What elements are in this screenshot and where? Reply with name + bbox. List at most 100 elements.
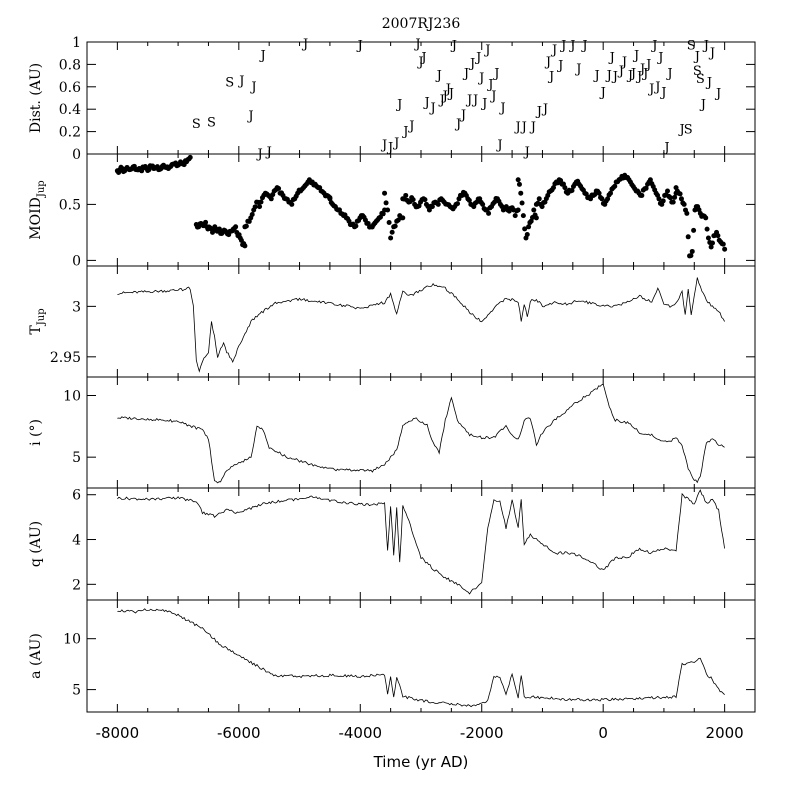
data-point bbox=[515, 177, 521, 183]
data-marker-J: J bbox=[662, 140, 669, 155]
data-point bbox=[689, 248, 695, 254]
data-point bbox=[558, 177, 564, 183]
panel-frame bbox=[86, 599, 756, 713]
data-point bbox=[670, 199, 676, 205]
data-marker-J: J bbox=[641, 66, 648, 81]
data-marker-J: J bbox=[702, 38, 709, 53]
x-axis-label: Time (yr AD) bbox=[373, 753, 469, 771]
x-axis: -8000 -6000 -4000 -2000 0 2000 bbox=[96, 724, 744, 742]
data-point bbox=[403, 192, 409, 198]
data-marker-J: J bbox=[644, 57, 651, 72]
data-point bbox=[708, 244, 714, 250]
panel-frame bbox=[86, 487, 756, 601]
series-line bbox=[117, 489, 725, 595]
panel-a: 5 10 a (AU) bbox=[28, 599, 756, 713]
y-axis-label-subscript: Jup bbox=[36, 308, 47, 326]
panel-frame bbox=[86, 153, 756, 267]
y-axis-label-subscript: Jup bbox=[36, 180, 47, 198]
data-point bbox=[268, 196, 274, 202]
data-marker-J: J bbox=[635, 70, 642, 85]
data-marker-J: J bbox=[301, 37, 308, 52]
data-marker-J: J bbox=[471, 93, 478, 108]
data-marker-J: J bbox=[444, 82, 451, 97]
data-point bbox=[480, 201, 486, 207]
data-point bbox=[187, 154, 193, 160]
data-point bbox=[531, 207, 537, 213]
data-point bbox=[518, 190, 524, 196]
data-marker-S: S bbox=[696, 72, 705, 87]
data-marker-S: S bbox=[684, 122, 693, 137]
y-axis-label: q (AU) bbox=[28, 521, 44, 567]
data-point bbox=[377, 214, 383, 220]
data-point bbox=[536, 196, 542, 202]
data-marker-J: J bbox=[523, 145, 530, 160]
data-point bbox=[426, 207, 432, 213]
data-marker-J: J bbox=[441, 89, 448, 104]
data-marker-J: J bbox=[693, 50, 700, 65]
data-marker-J: J bbox=[559, 38, 566, 53]
y-tick-label: 0.5 bbox=[59, 197, 81, 213]
data-point bbox=[386, 220, 392, 226]
data-marker-J: J bbox=[620, 55, 627, 70]
y-tick-label: 5 bbox=[72, 683, 81, 699]
data-point bbox=[466, 197, 472, 203]
data-point bbox=[533, 215, 539, 221]
data-marker-J: J bbox=[237, 74, 244, 89]
data-marker-J: J bbox=[462, 66, 469, 81]
x-tick-label: -2000 bbox=[460, 724, 504, 742]
data-point bbox=[392, 223, 398, 229]
panel-frame bbox=[86, 376, 756, 489]
data-marker-J: J bbox=[401, 125, 408, 140]
data-point bbox=[276, 186, 282, 192]
data-marker-J: J bbox=[419, 51, 426, 66]
y-tick-label: 6 bbox=[72, 488, 81, 504]
data-point bbox=[524, 232, 530, 238]
data-point bbox=[389, 229, 395, 235]
data-point bbox=[388, 235, 394, 241]
data-point bbox=[383, 200, 389, 206]
data-marker-J: J bbox=[529, 120, 536, 135]
data-point bbox=[242, 243, 248, 249]
data-marker-J: J bbox=[608, 51, 615, 66]
data-point bbox=[486, 210, 492, 216]
series-line bbox=[117, 608, 725, 708]
data-point bbox=[685, 234, 691, 240]
data-marker-J: J bbox=[480, 97, 487, 112]
data-point bbox=[569, 188, 575, 194]
data-point bbox=[665, 188, 671, 194]
data-point bbox=[385, 207, 391, 213]
y-tick-label: 0.4 bbox=[59, 102, 81, 118]
data-marker-J: J bbox=[520, 120, 527, 135]
data-point bbox=[520, 213, 526, 219]
chart-title: 2007RJ236 bbox=[382, 16, 461, 32]
data-point bbox=[681, 201, 687, 207]
data-marker-J: J bbox=[450, 38, 457, 53]
y-axis-label: i (°) bbox=[28, 419, 44, 446]
data-marker-J: J bbox=[678, 122, 685, 137]
data-point bbox=[605, 196, 611, 202]
y-tick-label: 0.2 bbox=[59, 125, 81, 141]
data-point bbox=[720, 241, 726, 247]
data-marker-J: J bbox=[592, 69, 599, 84]
data-point bbox=[612, 183, 618, 189]
data-marker-J: J bbox=[356, 38, 363, 53]
data-point bbox=[550, 185, 556, 191]
data-marker-J: J bbox=[556, 59, 563, 74]
y-tick-label: 2.95 bbox=[50, 350, 81, 366]
data-point bbox=[688, 253, 694, 259]
y-tick-label: 0 bbox=[72, 253, 81, 269]
data-marker-J: J bbox=[258, 48, 265, 63]
data-marker-J: J bbox=[459, 108, 466, 123]
data-point bbox=[639, 192, 645, 198]
x-tick-label: -6000 bbox=[217, 724, 261, 742]
data-marker-J: J bbox=[477, 71, 484, 86]
data-marker-J: J bbox=[647, 82, 654, 97]
data-point bbox=[380, 211, 386, 217]
data-marker-J: J bbox=[486, 78, 493, 93]
data-point bbox=[429, 204, 435, 210]
data-marker-J: J bbox=[492, 66, 499, 81]
data-marker-J: J bbox=[714, 87, 721, 102]
y-tick-label: 3 bbox=[72, 299, 81, 315]
data-marker-J: J bbox=[550, 43, 557, 58]
